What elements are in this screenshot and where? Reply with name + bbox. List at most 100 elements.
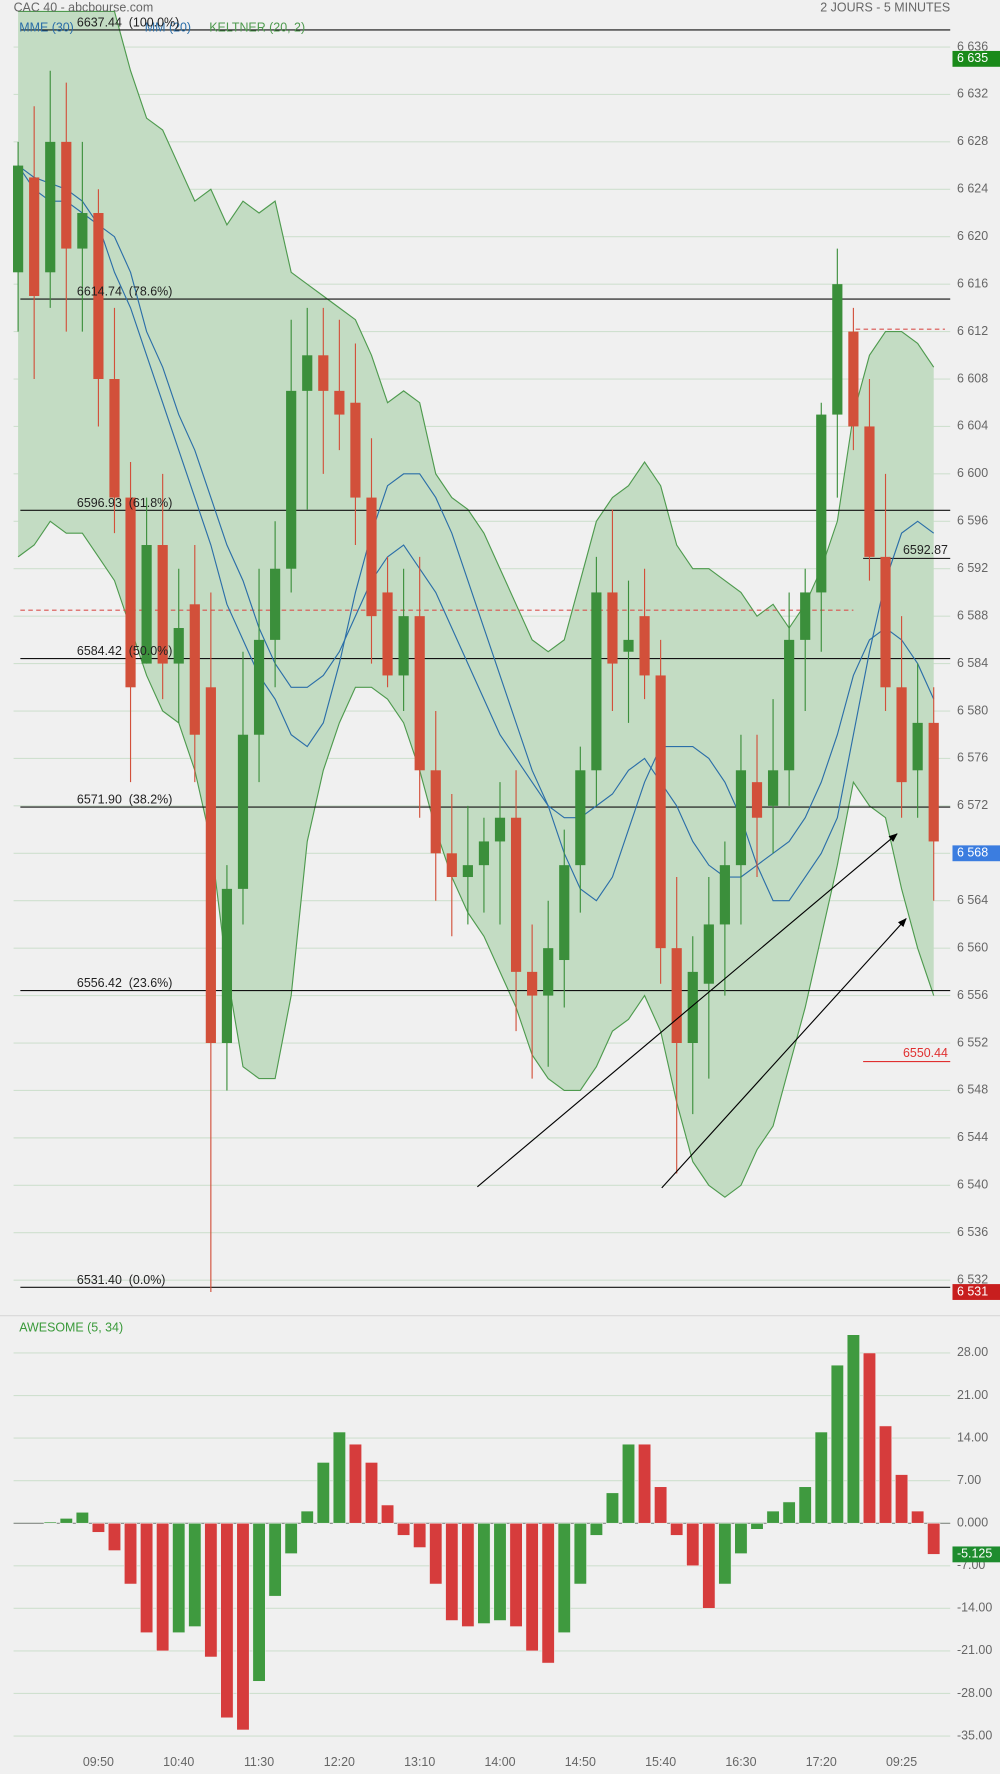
oscillator-bar bbox=[381, 1504, 395, 1524]
oscillator-bar bbox=[91, 1522, 105, 1533]
candle-body bbox=[157, 545, 168, 664]
oscillator-bar bbox=[509, 1522, 523, 1627]
oscillator-bar bbox=[316, 1462, 330, 1524]
candle-body bbox=[382, 592, 393, 676]
oscillator-bar bbox=[332, 1431, 346, 1524]
y-tick-label: 6 612 bbox=[957, 324, 988, 338]
y-tick-label: 0.000 bbox=[957, 1516, 988, 1530]
chart-subtitle: 2 JOURS - 5 MINUTES bbox=[820, 0, 950, 14]
fibonacci-label: 6531.40 (0.0%) bbox=[77, 1273, 166, 1287]
oscillator-bar bbox=[43, 1521, 57, 1524]
candle-body bbox=[189, 604, 200, 735]
y-tick-label: 6 608 bbox=[957, 371, 988, 385]
y-tick-label: 6 600 bbox=[957, 466, 988, 480]
y-tick-label: 6 588 bbox=[957, 608, 988, 622]
y-tick-label: 6 544 bbox=[957, 1130, 988, 1144]
y-tick-label: 14.00 bbox=[957, 1430, 988, 1444]
y-tick-label: 6 576 bbox=[957, 751, 988, 765]
moving-average bbox=[17, 165, 935, 878]
marker-label: 6550.44 bbox=[903, 1046, 948, 1060]
y-tick-label: 6 564 bbox=[957, 893, 988, 907]
oscillator-bar bbox=[686, 1522, 700, 1567]
oscillator-bar bbox=[798, 1486, 812, 1524]
y-tick-label: 28.00 bbox=[957, 1345, 988, 1359]
y-tick-label: 6 624 bbox=[957, 182, 988, 196]
oscillator-bar bbox=[172, 1522, 186, 1633]
marks-layer bbox=[13, 70, 941, 1731]
y-tick-label: 6 628 bbox=[957, 134, 988, 148]
keltner-upper bbox=[18, 10, 935, 653]
candle-body bbox=[205, 687, 216, 1044]
text-layer: CAC 40 - abcbourse.com 2 JOURS - 5 MINUT… bbox=[14, 0, 1000, 1769]
y-tick-label: 6 560 bbox=[957, 940, 988, 954]
legend-entry: MME (30) bbox=[19, 21, 74, 35]
y-tick-label: 6 532 bbox=[957, 1272, 988, 1286]
y-tick-label: 6 592 bbox=[957, 561, 988, 575]
oscillator-bar bbox=[445, 1522, 459, 1621]
candle-body bbox=[559, 865, 570, 961]
y-tick-label: -28.00 bbox=[957, 1686, 992, 1700]
x-tick-label: 09:50 bbox=[83, 1755, 114, 1769]
candle-body bbox=[494, 817, 506, 842]
oscillator-bar bbox=[461, 1522, 475, 1627]
x-tick-label: 14:00 bbox=[484, 1755, 515, 1769]
candle-body bbox=[880, 556, 891, 688]
oscillator-bar bbox=[734, 1522, 748, 1554]
candle-body bbox=[832, 284, 843, 415]
oscillator-bar bbox=[268, 1522, 282, 1597]
x-tick-label: 12:20 bbox=[324, 1755, 355, 1769]
candle-body bbox=[478, 841, 490, 866]
trend-arrow bbox=[661, 918, 907, 1189]
y-tick-label: 6 596 bbox=[957, 514, 988, 528]
oscillator-bar bbox=[413, 1522, 427, 1548]
candle-body bbox=[334, 390, 345, 415]
candle-body bbox=[77, 213, 88, 249]
oscillator-bar bbox=[895, 1474, 909, 1524]
candle-body bbox=[591, 592, 602, 771]
fibonacci-label: 6637.44 (100.0%) bbox=[77, 15, 179, 29]
y-tick-label: -35.00 bbox=[957, 1728, 992, 1742]
candle-body bbox=[125, 497, 136, 688]
candle-body bbox=[735, 770, 747, 866]
candle-body bbox=[912, 722, 923, 771]
oscillator-bar bbox=[397, 1522, 411, 1536]
oscillator-bar bbox=[589, 1522, 603, 1536]
price-tag bbox=[952, 1284, 1000, 1300]
x-tick-label: 13:10 bbox=[404, 1755, 435, 1769]
moving-average bbox=[17, 165, 935, 902]
oscillator-bar bbox=[622, 1443, 636, 1524]
y-tick-label: 6 632 bbox=[957, 87, 988, 101]
candle-body bbox=[510, 817, 522, 972]
marker-label: 6592.87 bbox=[903, 543, 948, 557]
candle-body bbox=[671, 948, 682, 1044]
oscillator-bar bbox=[364, 1462, 378, 1524]
candle-body bbox=[767, 770, 779, 806]
candle-body bbox=[655, 675, 666, 949]
x-tick-label: 17:20 bbox=[806, 1755, 837, 1769]
oscillator-bar bbox=[429, 1522, 443, 1585]
candle-body bbox=[237, 734, 249, 889]
candle-body bbox=[446, 853, 457, 878]
keltner-lower bbox=[17, 520, 935, 1198]
candle-body bbox=[543, 948, 554, 996]
oscillator-bar bbox=[605, 1492, 619, 1524]
oscillator-bar bbox=[188, 1522, 202, 1627]
candle-body bbox=[800, 592, 811, 640]
candle-body bbox=[414, 616, 425, 771]
oscillator-bar bbox=[702, 1522, 716, 1609]
candle-body bbox=[173, 628, 184, 664]
candle-body bbox=[430, 770, 441, 854]
candle-body bbox=[462, 865, 473, 878]
oscillator-bar bbox=[284, 1522, 298, 1554]
candle-body bbox=[13, 165, 24, 273]
candle-body bbox=[928, 722, 939, 842]
candle-body bbox=[366, 497, 377, 617]
price-tag bbox=[952, 845, 1000, 862]
candle-body bbox=[848, 331, 859, 427]
legend-entry: KELTNER (20, 2) bbox=[209, 21, 305, 35]
fibonacci-label: 6596.93 (61.8%) bbox=[77, 496, 172, 510]
candle-body bbox=[784, 639, 795, 771]
candle-body bbox=[45, 141, 56, 273]
oscillator-bar bbox=[75, 1511, 89, 1524]
